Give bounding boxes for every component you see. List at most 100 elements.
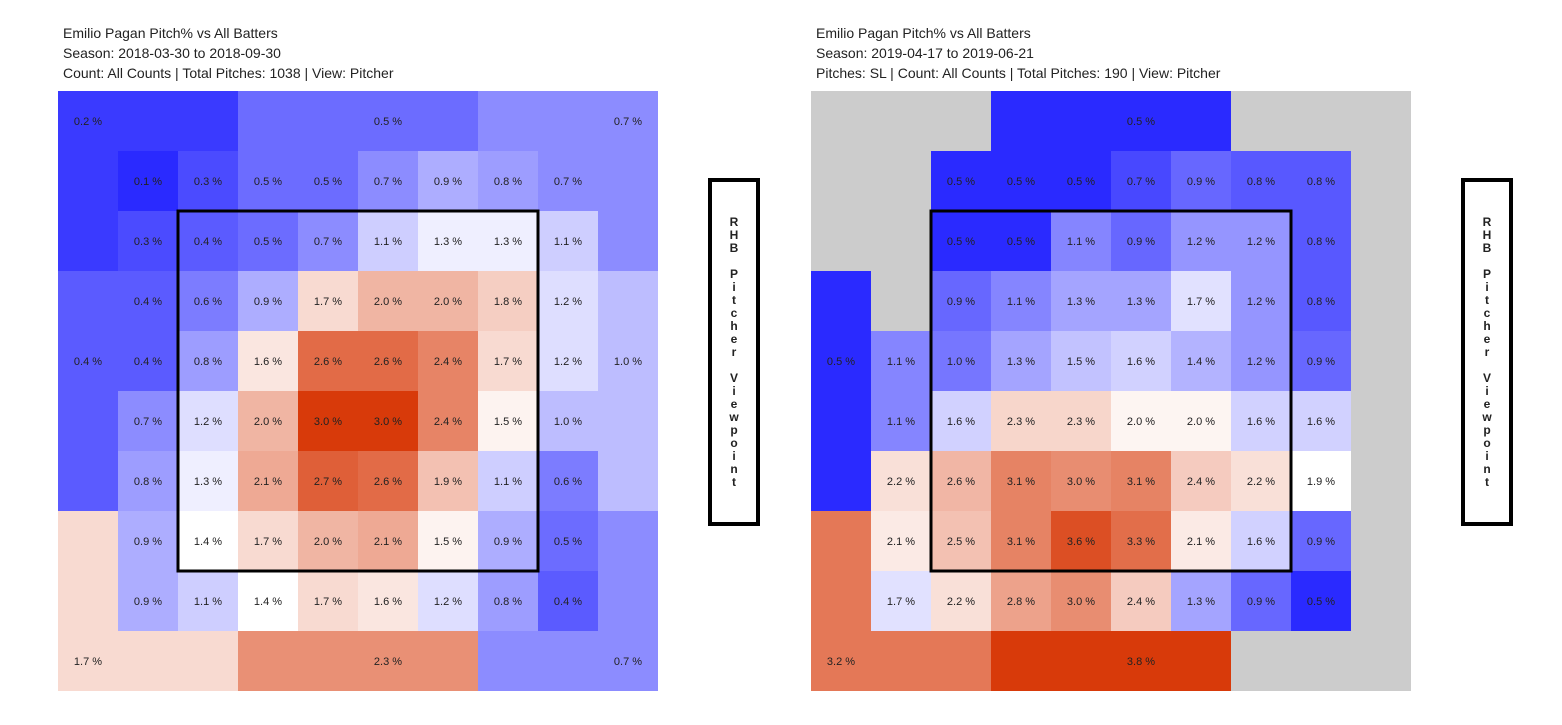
cell-value-label: 0.4 % — [134, 296, 162, 308]
region-value-label: 1.7 % — [74, 656, 102, 668]
heatmap-cell — [931, 511, 991, 571]
outer-region-bottom-left — [58, 631, 238, 691]
heatmap-cell — [1291, 211, 1351, 271]
cell-value-label: 1.2 % — [1187, 236, 1215, 248]
heatmap-cell — [1171, 331, 1231, 391]
cell-value-label: 3.0 % — [1067, 596, 1095, 608]
cell-value-label: 1.0 % — [554, 416, 582, 428]
chart-pitch-count-info: Pitches: SL | Count: All Counts | Total … — [816, 65, 1221, 81]
chart-season: Season: 2019-04-17 to 2019-06-21 — [816, 45, 1034, 61]
heatmap-cell — [178, 151, 238, 211]
cell-value-label: 1.2 % — [434, 596, 462, 608]
cell-value-label: 2.0 % — [1127, 416, 1155, 428]
heatmap-cell — [1231, 391, 1291, 451]
cell-value-label: 0.8 % — [1307, 236, 1335, 248]
heatmap-cell — [991, 151, 1051, 211]
cell-value-label: 0.7 % — [554, 176, 582, 188]
heatmap-cell — [538, 271, 598, 331]
heatmap-cell — [1291, 391, 1351, 451]
cell-value-label: 0.4 % — [194, 236, 222, 248]
cell-value-label: 2.2 % — [947, 596, 975, 608]
cell-value-label: 0.9 % — [134, 536, 162, 548]
cell-value-label: 1.1 % — [1067, 236, 1095, 248]
cell-value-label: 3.0 % — [374, 416, 402, 428]
heatmap-cell — [1231, 571, 1291, 631]
heatmap-cell — [178, 391, 238, 451]
cell-value-label: 0.7 % — [314, 236, 342, 248]
strike-zone-box — [176, 209, 540, 573]
cell-value-label: 0.8 % — [134, 476, 162, 488]
heatmap-cell — [991, 331, 1051, 391]
cell-value-label: 3.0 % — [1067, 476, 1095, 488]
heatmap-cell — [418, 211, 478, 271]
heatmap-cell — [1111, 391, 1171, 451]
cell-value-label: 2.8 % — [1007, 596, 1035, 608]
heatmap-cell — [178, 511, 238, 571]
heatmap-cell — [1171, 211, 1231, 271]
heatmap-cell — [418, 331, 478, 391]
outer-region-top-right — [478, 91, 658, 151]
viewpoint-label-box: R H B P i t c h e r V i e w p o i n t — [708, 178, 760, 526]
heatmap-cell — [238, 271, 298, 331]
heatmap-cell — [871, 331, 931, 391]
cell-value-label: 0.6 % — [194, 296, 222, 308]
cell-value-label: 0.9 % — [494, 536, 522, 548]
cell-value-label: 2.2 % — [887, 476, 915, 488]
cell-value-label: 1.2 % — [1247, 356, 1275, 368]
cell-value-label: 1.1 % — [374, 236, 402, 248]
outer-region-bottom-right — [478, 631, 658, 691]
cell-value-label: 2.4 % — [434, 356, 462, 368]
cell-value-label: 2.0 % — [374, 296, 402, 308]
cell-value-label: 1.7 % — [494, 356, 522, 368]
chart-title-block: Emilio Pagan Pitch% vs All Batters Seaso… — [63, 23, 394, 83]
outer-region-bottom-left — [58, 511, 118, 631]
heatmap-cell — [538, 331, 598, 391]
heatmap-cell — [118, 571, 178, 631]
region-value-label: 3.8 % — [1127, 656, 1155, 668]
right-chart-panel: Emilio Pagan Pitch% vs All Batters Seaso… — [753, 0, 1513, 725]
heatmap-cell — [931, 571, 991, 631]
heatmap-cell — [358, 331, 418, 391]
heatmap-cell — [478, 511, 538, 571]
heatmap-cell — [358, 451, 418, 511]
cell-value-label: 2.6 % — [314, 356, 342, 368]
heatmap-cell — [991, 271, 1051, 331]
cell-value-label: 1.6 % — [374, 596, 402, 608]
outer-region-bottom-left — [811, 511, 871, 631]
heatmap-cell — [538, 451, 598, 511]
heatmap-cell — [538, 391, 598, 451]
heatmap-cell — [418, 571, 478, 631]
cell-value-label: 0.5 % — [314, 176, 342, 188]
region-value-label: 0.7 % — [614, 116, 642, 128]
heatmap-cell — [1231, 151, 1291, 211]
cell-value-label: 0.8 % — [194, 356, 222, 368]
heatmap-cell — [358, 271, 418, 331]
cell-value-label: 0.5 % — [947, 236, 975, 248]
heatmap-cell — [178, 271, 238, 331]
outer-region-top-left — [58, 151, 118, 271]
heatmap-cell — [991, 451, 1051, 511]
heatmap-cell — [118, 511, 178, 571]
cell-value-label: 0.8 % — [1307, 176, 1335, 188]
heatmap-cell — [478, 331, 538, 391]
cell-value-label: 2.0 % — [1187, 416, 1215, 428]
heatmap-cell — [1051, 271, 1111, 331]
heatmap-cell — [871, 571, 931, 631]
chart-title: Emilio Pagan Pitch% vs All Batters — [816, 25, 1031, 41]
viewpoint-label-box: R H B P i t c h e r V i e w p o i n t — [1461, 178, 1513, 526]
cell-value-label: 3.1 % — [1007, 476, 1035, 488]
heatmap-cell — [1231, 211, 1291, 271]
heatmap-cell — [871, 511, 931, 571]
chart-season: Season: 2018-03-30 to 2018-09-30 — [63, 45, 281, 61]
cell-value-label: 1.2 % — [554, 356, 582, 368]
cell-value-label: 1.3 % — [194, 476, 222, 488]
cell-value-label: 0.9 % — [1247, 596, 1275, 608]
cell-value-label: 1.3 % — [1067, 296, 1095, 308]
cell-value-label: 1.7 % — [314, 296, 342, 308]
cell-value-label: 3.3 % — [1127, 536, 1155, 548]
heatmap-cell — [1171, 271, 1231, 331]
heatmap-cell — [1051, 391, 1111, 451]
heatmap-cell — [118, 211, 178, 271]
heatmap-cell — [1111, 571, 1171, 631]
cell-value-label: 2.4 % — [1127, 596, 1155, 608]
